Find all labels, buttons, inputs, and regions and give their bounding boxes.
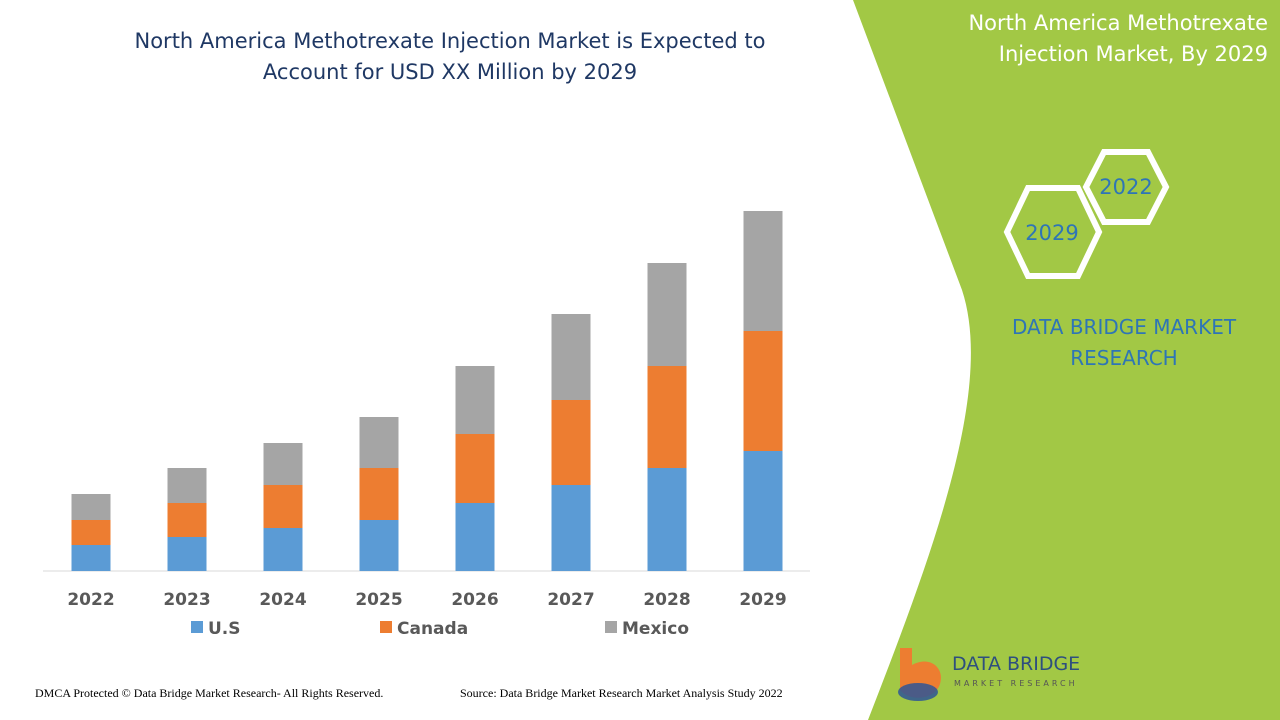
bar-segment — [455, 366, 495, 434]
x-tick-label: 2026 — [451, 590, 498, 610]
bar-segment — [71, 520, 111, 545]
bar-segment — [647, 366, 687, 468]
source: Source: Data Bridge Market Research Mark… — [460, 686, 783, 700]
bar-segment — [455, 434, 495, 503]
bar-segment — [263, 485, 303, 528]
side-title: North America Methotrexate Injection Mark… — [968, 11, 1268, 66]
bar-segment — [71, 494, 111, 520]
legend-swatch — [605, 621, 617, 633]
bar-segment — [455, 503, 495, 571]
legend-swatch — [380, 621, 392, 633]
side-panel — [853, 0, 1280, 720]
chart-title: North America Methotrexate Injection Mar… — [135, 29, 766, 84]
hexagon — [1082, 149, 1170, 225]
bar-segment — [647, 263, 687, 366]
bar-segment — [743, 211, 783, 331]
bar-segment — [167, 468, 207, 503]
x-tick-label: 2022 — [67, 590, 114, 610]
legend-label: Mexico — [622, 619, 689, 639]
x-tick-label: 2028 — [643, 590, 690, 610]
bar-segment — [647, 468, 687, 571]
bar-segment — [263, 443, 303, 485]
x-tick-label: 2025 — [355, 590, 402, 610]
x-tick-label: 2029 — [739, 590, 786, 610]
logo-tagline: MARKET RESEARCH — [954, 679, 1078, 688]
bar-segment — [167, 503, 207, 537]
side-brand: DATA BRIDGE MARKET RESEARCH — [1012, 315, 1237, 370]
bar-segment — [551, 314, 591, 400]
x-tick-label: 2024 — [259, 590, 306, 610]
copyright: DMCA Protected © Data Bridge Market Rese… — [35, 686, 383, 700]
x-tick-label: 2027 — [547, 590, 594, 610]
logo: DATA BRIDGE MARKET RESEARCH — [898, 648, 1080, 701]
legend-label: U.S — [208, 619, 241, 639]
bar-segment — [743, 331, 783, 451]
bar-segment — [71, 545, 111, 571]
bar-segment — [551, 485, 591, 571]
bar-segment — [359, 468, 399, 520]
hexagon-label: 2029 — [1025, 221, 1078, 245]
x-tick-label: 2023 — [163, 590, 210, 610]
logo-name: DATA BRIDGE — [952, 653, 1080, 675]
bar-segment — [359, 520, 399, 571]
bar-segment — [551, 400, 591, 485]
bar-segment — [263, 528, 303, 571]
bar-segment — [167, 537, 207, 571]
legend-label: Canada — [397, 619, 468, 639]
legend-swatch — [191, 621, 203, 633]
hexagon — [1003, 185, 1103, 279]
hexagon-label: 2022 — [1099, 175, 1152, 199]
bar-segment — [359, 417, 399, 468]
bar-segment — [743, 451, 783, 571]
